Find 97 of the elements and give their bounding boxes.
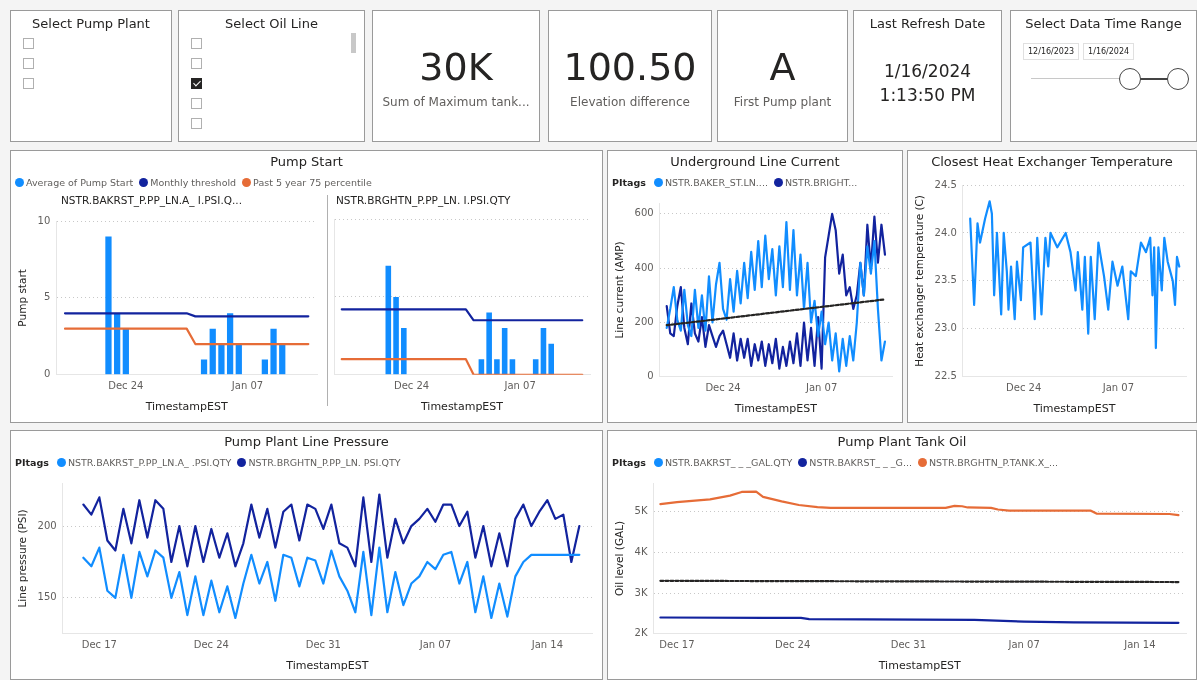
bar bbox=[226, 313, 234, 375]
text: First Pump plant bbox=[732, 95, 833, 109]
y-tick-label: 3K bbox=[634, 586, 648, 598]
legend-label: NSTR.BRGHTN_P.TANK.X_... bbox=[928, 456, 1058, 468]
x-tick-label: Jan 14 bbox=[1123, 639, 1156, 651]
text: 1/16/2024 bbox=[882, 60, 973, 83]
legend-label: Monthly threshold bbox=[150, 176, 237, 188]
y-tick-label: 24.5 bbox=[934, 178, 957, 190]
legend-label: NSTR.BAKRST_P.PP_LN.A_ .PSI.QTY bbox=[67, 456, 232, 468]
text: Last Refresh Date bbox=[868, 15, 987, 33]
y-tick-label: 24.0 bbox=[934, 226, 957, 238]
text: Sum of Maximum tank... bbox=[381, 95, 531, 109]
x-tick-label: Dec 31 bbox=[890, 639, 927, 651]
bar bbox=[218, 344, 225, 375]
y-tick-label: 600 bbox=[634, 207, 654, 219]
y-tick-label: 10 bbox=[37, 214, 51, 226]
x-tick-label: Jan 14 bbox=[530, 639, 563, 651]
legend-label: NSTR.BRIGHT... bbox=[784, 176, 858, 188]
text: 1:13:50 PM bbox=[878, 84, 977, 107]
text: 100.50 bbox=[562, 45, 698, 89]
legend-label: NSTR.BAKER_ST.LN.... bbox=[664, 176, 768, 188]
x-tick-label: Dec 24 bbox=[775, 639, 811, 651]
x-tick-label: Dec 24 bbox=[1006, 382, 1042, 394]
bar bbox=[279, 344, 286, 375]
y-tick-label: 2K bbox=[634, 627, 648, 639]
x-tick-label: Dec 24 bbox=[705, 382, 741, 394]
text: Select Oil Line bbox=[224, 15, 319, 33]
y-tick-label: 0 bbox=[43, 368, 51, 380]
chart-subtitle: NSTR.BAKRST_P.PP_LN.A_ I.PSI.Q... bbox=[60, 193, 243, 209]
legend-label: Past 5 year 75 percentile bbox=[253, 176, 372, 188]
bar bbox=[200, 359, 208, 375]
legend-label: NSTR.BAKRST_ _ _GAL.QTY bbox=[664, 456, 793, 468]
legend-label: Average of Pump Start bbox=[26, 176, 134, 188]
bar bbox=[494, 359, 500, 375]
legend-title: PItags bbox=[612, 456, 646, 468]
x-tick-label: Dec 17 bbox=[81, 639, 117, 651]
legend-title: PItags bbox=[15, 456, 49, 468]
x-axis-title: TimestampEST bbox=[144, 400, 228, 414]
bar bbox=[548, 343, 555, 375]
legend-label: NSTR.BAKRST_ _ _G... bbox=[809, 456, 912, 468]
bar bbox=[235, 344, 242, 375]
x-tick-label: Dec 31 bbox=[305, 639, 341, 651]
x-tick-label: Dec 24 bbox=[108, 380, 144, 392]
bar bbox=[122, 328, 129, 375]
bar bbox=[114, 313, 121, 375]
x-tick-label: Jan 07 bbox=[418, 639, 451, 651]
x-axis-title: TimestampEST bbox=[1032, 402, 1116, 416]
x-tick-label: Dec 17 bbox=[659, 639, 695, 651]
text: Elevation difference bbox=[569, 95, 691, 109]
bar bbox=[261, 359, 268, 375]
chart-title: Pump Plant Tank Oil bbox=[836, 433, 968, 451]
y-tick-label: 200 bbox=[37, 519, 57, 531]
x-axis-title: TimestampEST bbox=[877, 659, 962, 673]
y-axis-title: Pump start bbox=[16, 269, 29, 327]
x-axis-title: TimestampEST bbox=[419, 400, 504, 414]
legend-title: PItags bbox=[612, 176, 646, 188]
x-tick-label: Jan 07 bbox=[1101, 382, 1135, 394]
x-axis-title: TimestampEST bbox=[285, 659, 369, 673]
y-axis-title: Line current (AMP) bbox=[613, 241, 626, 339]
bar bbox=[401, 328, 407, 375]
x-axis-title: TimestampEST bbox=[733, 402, 818, 416]
text: Select Pump Plant bbox=[31, 15, 151, 33]
x-tick-label: Jan 07 bbox=[804, 382, 838, 394]
y-tick-label: 0 bbox=[647, 370, 654, 382]
y-tick-label: 200 bbox=[634, 316, 654, 328]
chart-subtitle: NSTR.BRGHTN_P.PP_LN. I.PSI.QTY bbox=[335, 193, 512, 209]
text: Select Data Time Range bbox=[1024, 15, 1183, 33]
y-axis-title: Oil level (GAL) bbox=[613, 520, 626, 596]
text: 1/16/2024 bbox=[1083, 43, 1135, 60]
chart-title: Underground Line Current bbox=[669, 153, 841, 171]
y-axis-title: Line pressure (PSI) bbox=[16, 509, 29, 608]
bar bbox=[209, 328, 216, 375]
chart-title: Pump Plant Line Pressure bbox=[223, 433, 390, 451]
bar bbox=[486, 312, 492, 375]
text: 12/16/2023 bbox=[1023, 43, 1080, 60]
text: A bbox=[768, 45, 797, 89]
legend-label: NSTR.BRGHTN_P.PP_LN. PSI.QTY bbox=[248, 456, 401, 468]
bar bbox=[393, 296, 399, 375]
x-tick-label: Jan 07 bbox=[1007, 639, 1040, 651]
x-tick-label: Dec 24 bbox=[393, 380, 430, 392]
chart-title: Closest Heat Exchanger Temperature bbox=[930, 153, 1174, 171]
y-tick-label: 400 bbox=[634, 261, 654, 273]
text: 30K bbox=[418, 45, 494, 89]
bar bbox=[270, 328, 277, 375]
y-axis-title: Heat exchanger temperature (C) bbox=[913, 195, 926, 367]
y-tick-label: 23.0 bbox=[934, 322, 957, 334]
x-tick-label: Dec 24 bbox=[193, 639, 229, 651]
chart-title: Pump Start bbox=[269, 153, 344, 171]
y-tick-label: 150 bbox=[37, 591, 57, 603]
x-tick-label: Jan 07 bbox=[230, 380, 264, 392]
y-tick-label: 4K bbox=[634, 545, 648, 557]
bar bbox=[105, 236, 112, 375]
y-tick-label: 5K bbox=[634, 505, 648, 517]
y-tick-label: 5 bbox=[43, 291, 51, 303]
x-tick-label: Jan 07 bbox=[503, 380, 536, 392]
y-tick-label: 22.5 bbox=[934, 370, 957, 382]
y-tick-label: 23.5 bbox=[934, 274, 957, 286]
